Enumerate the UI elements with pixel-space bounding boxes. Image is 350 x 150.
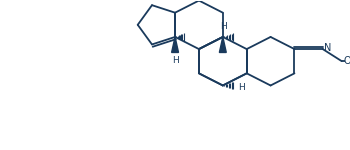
Text: O: O bbox=[343, 56, 350, 66]
Polygon shape bbox=[172, 37, 178, 52]
Text: H: H bbox=[173, 56, 179, 65]
Text: H: H bbox=[238, 83, 245, 92]
Text: N: N bbox=[324, 43, 332, 53]
Text: H: H bbox=[220, 22, 227, 31]
Polygon shape bbox=[219, 37, 226, 52]
